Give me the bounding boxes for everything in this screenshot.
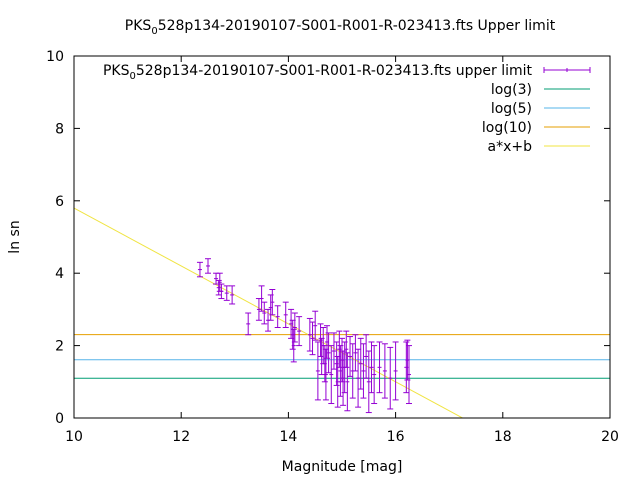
data-point <box>290 328 297 363</box>
data-point <box>355 348 362 408</box>
data-point <box>328 345 335 405</box>
x-tick-label: 20 <box>601 429 619 445</box>
legend-label: log(3) <box>491 82 532 98</box>
x-tick-label: 18 <box>494 429 512 445</box>
data-point <box>363 334 370 379</box>
data-point <box>223 285 230 301</box>
data-point <box>333 341 340 386</box>
y-tick-label: 10 <box>46 49 64 65</box>
data-point <box>229 285 236 305</box>
x-tick-label: 12 <box>172 429 190 445</box>
data-point <box>261 301 268 325</box>
data-point <box>360 343 367 399</box>
data-point <box>403 341 410 394</box>
data-point <box>205 258 211 274</box>
data-point <box>306 317 313 352</box>
y-tick-label: 2 <box>55 339 64 355</box>
data-point <box>218 283 225 300</box>
data-point <box>365 350 372 414</box>
legend-label: log(10) <box>482 120 532 136</box>
y-tick-label: 4 <box>55 266 64 282</box>
data-point <box>368 341 375 394</box>
data-point <box>255 298 262 321</box>
x-tick-label: 10 <box>65 429 83 445</box>
data-point <box>245 312 252 336</box>
chart-title: PKS0528p134-20190107-S001-R001-R-023413.… <box>125 18 556 37</box>
data-point <box>343 330 350 368</box>
y-tick-label: 6 <box>55 194 64 210</box>
x-tick-label: 14 <box>279 429 297 445</box>
data-point <box>274 305 281 328</box>
data-point <box>357 337 364 390</box>
data-point <box>376 341 383 394</box>
plot-area <box>74 207 610 418</box>
y-axis: 0 2 4 6 8 10 <box>46 49 610 427</box>
legend-label: log(5) <box>491 101 532 117</box>
y-tick-label: 8 <box>55 121 64 137</box>
data-point <box>336 330 343 368</box>
data-point <box>296 316 303 347</box>
data-point <box>282 301 289 328</box>
data-point <box>312 310 319 341</box>
plot-frame <box>73 55 611 419</box>
data-point <box>258 285 265 312</box>
legend: PKS0528p134-20190107-S001-R001-R-023413.… <box>103 63 591 155</box>
y-axis-label: ln sn <box>7 220 23 253</box>
data-point <box>330 332 337 370</box>
data-point <box>392 341 399 401</box>
data-point <box>371 345 378 405</box>
data-point <box>406 345 412 405</box>
data-point <box>352 334 359 372</box>
x-axis: 10 12 14 16 18 20 <box>65 56 619 445</box>
data-point <box>269 288 276 316</box>
y-tick-label: 0 <box>55 411 64 427</box>
data-point <box>339 337 345 383</box>
legend-label: PKS0528p134-20190107-S001-R001-R-023413.… <box>103 63 533 82</box>
data-point <box>322 348 329 401</box>
data-point <box>309 321 316 356</box>
data-point <box>347 336 354 377</box>
data-point <box>387 346 394 410</box>
x-tick-label: 16 <box>387 429 405 445</box>
data-point <box>381 343 388 399</box>
data-point <box>344 352 351 412</box>
data-point <box>196 261 203 278</box>
legend-label: a*x+b <box>488 139 533 155</box>
legend-swatch <box>543 67 591 73</box>
data-point <box>291 312 298 343</box>
x-axis-label: Magnitude [mag] <box>282 459 403 475</box>
data-point <box>325 332 332 374</box>
data-point <box>314 341 321 401</box>
